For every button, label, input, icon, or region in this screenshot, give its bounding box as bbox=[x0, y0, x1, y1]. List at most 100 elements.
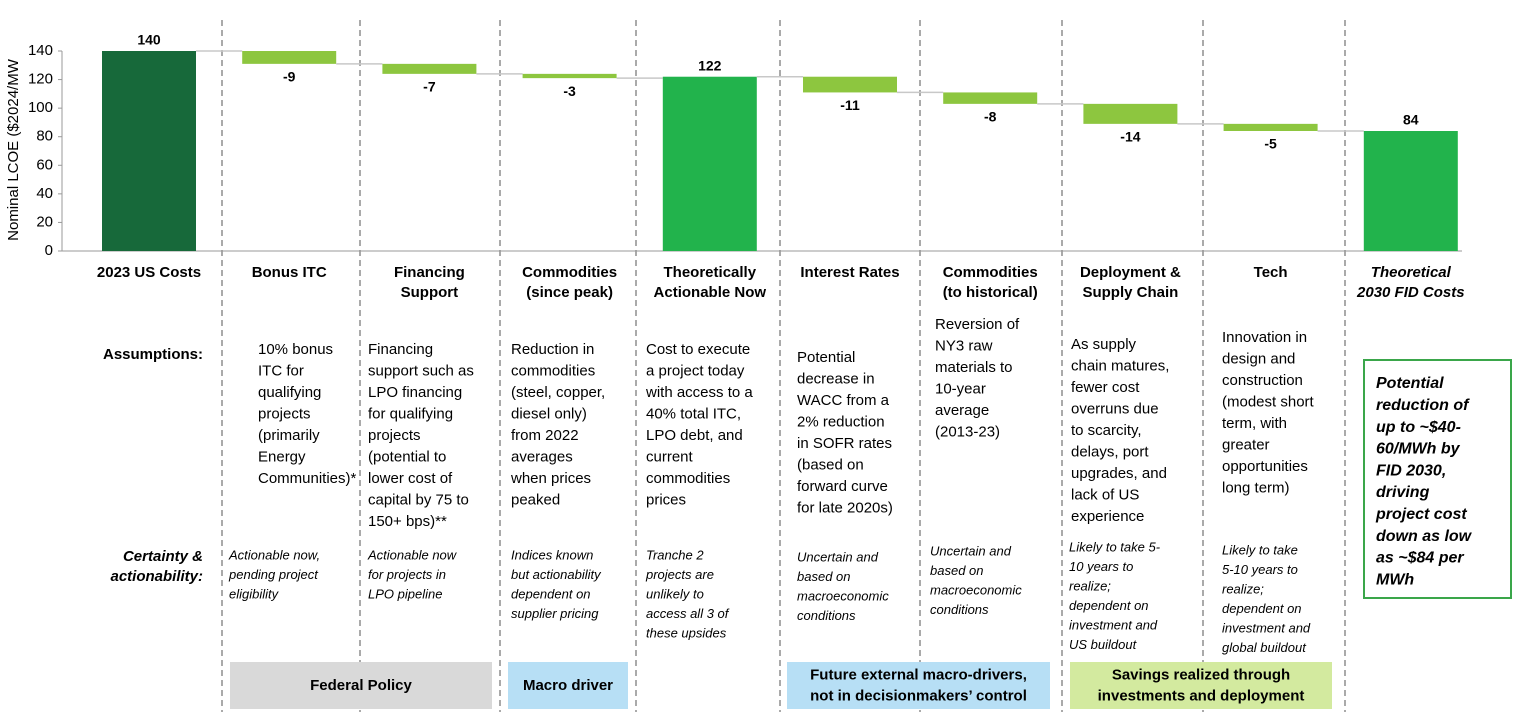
y-tick-label: 20 bbox=[36, 213, 53, 230]
bar bbox=[1363, 131, 1458, 251]
conclusion-text: FID 2030, bbox=[1376, 462, 1446, 479]
certainty-text: realize; bbox=[1069, 578, 1111, 593]
assumption-text: 10% bonus bbox=[258, 341, 333, 358]
assumption-text: current bbox=[646, 448, 694, 465]
assumption-text: experience bbox=[1071, 508, 1144, 525]
assumption-text: Innovation in bbox=[1222, 329, 1307, 346]
bar bbox=[943, 92, 1038, 104]
assumption-text: projects bbox=[368, 427, 421, 444]
assumption-text: when prices bbox=[510, 470, 591, 487]
assumption-text: (modest short bbox=[1222, 393, 1315, 410]
group-box bbox=[1070, 662, 1332, 709]
certainty-text: macroeconomic bbox=[797, 588, 889, 603]
certainty-text: dependent on bbox=[1222, 601, 1302, 616]
certainty-text: projects are bbox=[645, 567, 714, 582]
assumption-text: chain matures, bbox=[1071, 357, 1169, 374]
certainty-text: US buildout bbox=[1069, 637, 1138, 652]
assumption-text: opportunities bbox=[1222, 458, 1308, 475]
assumption-text: design and bbox=[1222, 350, 1295, 367]
bar bbox=[1223, 123, 1318, 131]
x-tick-label: Theoretical bbox=[1371, 264, 1452, 281]
bar bbox=[662, 76, 757, 251]
assumption-text: (based on bbox=[797, 456, 864, 473]
assumption-text: prices bbox=[646, 491, 686, 508]
assumption-text: delays, port bbox=[1071, 443, 1149, 460]
assumption-text: upgrades, and bbox=[1071, 465, 1167, 482]
assumption-text: (potential to bbox=[368, 448, 446, 465]
certainty-text: Actionable now, bbox=[228, 547, 320, 562]
value-label: -7 bbox=[423, 79, 436, 95]
bar bbox=[242, 51, 337, 64]
assumption-text: As supply bbox=[1071, 336, 1137, 353]
row-label: Assumptions: bbox=[103, 346, 203, 363]
certainty-text: Uncertain and bbox=[797, 549, 879, 564]
x-tick-label: Commodities bbox=[943, 264, 1038, 281]
y-tick-label: 120 bbox=[28, 71, 53, 88]
certainty-text: Likely to take 5- bbox=[1069, 539, 1161, 554]
assumption-text: decrease in bbox=[797, 370, 875, 387]
row-label: Certainty & bbox=[123, 548, 203, 565]
certainty-text: based on bbox=[797, 569, 851, 584]
assumption-text: ITC for bbox=[258, 362, 304, 379]
assumption-text: term, with bbox=[1222, 415, 1287, 432]
certainty-text: investment and bbox=[1069, 617, 1158, 632]
assumption-text: diesel only) bbox=[511, 405, 587, 422]
group-box bbox=[230, 662, 492, 709]
certainty-text: macroeconomic bbox=[930, 582, 1022, 597]
assumption-text: materials to bbox=[935, 359, 1013, 376]
assumption-text: from 2022 bbox=[511, 427, 579, 444]
conclusion-text: 60/MWh by bbox=[1376, 441, 1461, 458]
assumption-text: greater bbox=[1222, 436, 1270, 453]
assumption-text: fewer cost bbox=[1071, 379, 1140, 396]
assumption-text: NY3 raw bbox=[935, 337, 993, 354]
value-label: -11 bbox=[840, 97, 860, 113]
y-tick-label: 140 bbox=[28, 42, 53, 59]
certainty-text: dependent on bbox=[1069, 598, 1149, 613]
conclusion-text: project cost bbox=[1375, 506, 1467, 523]
assumption-text: Energy bbox=[258, 448, 306, 465]
x-tick-label: 2030 FID Costs bbox=[1356, 284, 1465, 301]
assumption-text: (2013-23) bbox=[935, 423, 1000, 440]
x-tick-label: Theoretically bbox=[664, 264, 757, 281]
value-label: -5 bbox=[1264, 136, 1277, 152]
certainty-text: Likely to take bbox=[1222, 542, 1298, 557]
assumption-text: Reduction in bbox=[511, 341, 594, 358]
assumption-text: to scarcity, bbox=[1071, 422, 1142, 439]
conclusion-text: driving bbox=[1376, 484, 1430, 501]
certainty-text: supplier pricing bbox=[511, 606, 599, 621]
certainty-text: Uncertain and bbox=[930, 543, 1012, 558]
value-label: 140 bbox=[137, 32, 161, 48]
conclusion-box bbox=[1363, 359, 1512, 599]
assumption-text: 10-year bbox=[935, 380, 986, 397]
assumption-text: capital by 75 to bbox=[368, 491, 469, 508]
certainty-text: global buildout bbox=[1222, 640, 1307, 655]
certainty-text: but actionability bbox=[511, 567, 602, 582]
certainty-text: conditions bbox=[797, 608, 856, 623]
assumption-text: LPO financing bbox=[368, 384, 462, 401]
assumption-text: Cost to execute bbox=[646, 341, 750, 358]
value-label: 84 bbox=[1403, 112, 1419, 128]
assumption-text: Potential bbox=[797, 349, 855, 366]
certainty-text: for projects in bbox=[368, 567, 446, 582]
conclusion-text: Potential bbox=[1376, 375, 1444, 392]
y-tick-label: 0 bbox=[45, 242, 53, 259]
certainty-text: 5-10 years to bbox=[1222, 562, 1298, 577]
assumption-text: projects bbox=[258, 405, 311, 422]
assumption-text: support such as bbox=[368, 362, 474, 379]
group-box bbox=[508, 662, 628, 709]
x-tick-label: Actionable Now bbox=[654, 284, 767, 301]
assumption-text: with access to a bbox=[645, 384, 753, 401]
certainty-text: conditions bbox=[930, 602, 989, 617]
certainty-text: realize; bbox=[1222, 581, 1264, 596]
x-tick-label: (to historical) bbox=[943, 284, 1038, 301]
y-tick-label: 100 bbox=[28, 99, 53, 116]
x-tick-label: Financing bbox=[394, 264, 465, 281]
certainty-text: Indices known bbox=[511, 547, 593, 562]
x-tick-label: Bonus ITC bbox=[252, 264, 327, 281]
assumption-text: commodities bbox=[511, 362, 595, 379]
x-tick-label: 2023 US Costs bbox=[97, 264, 201, 281]
conclusion-text: MWh bbox=[1376, 571, 1414, 588]
assumption-text: long term) bbox=[1222, 479, 1290, 496]
conclusion-text: down as low bbox=[1376, 528, 1473, 545]
